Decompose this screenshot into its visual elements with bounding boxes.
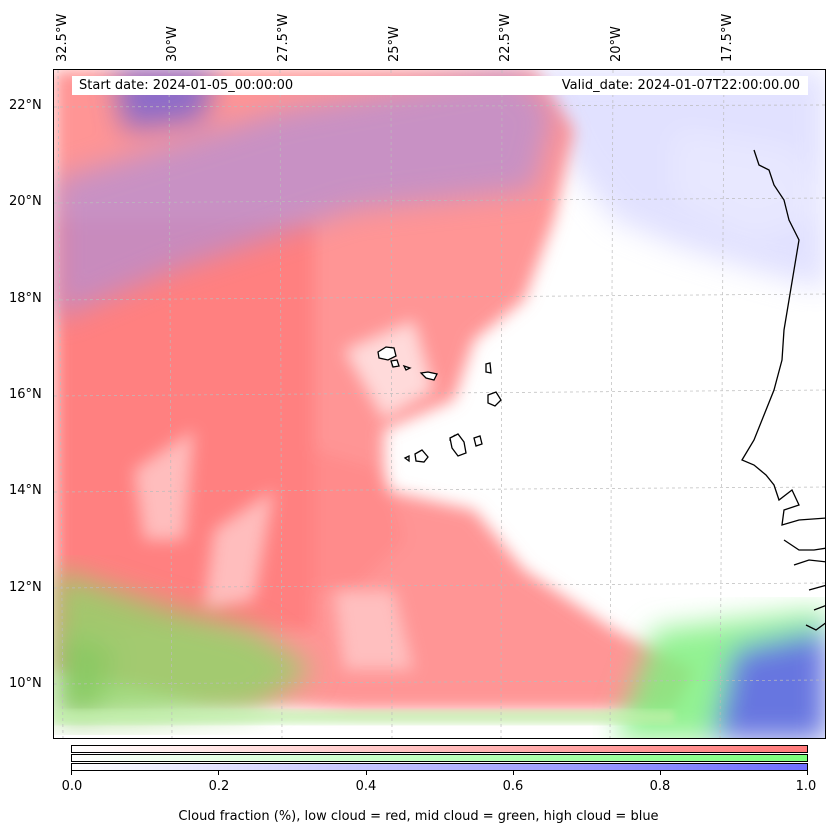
clear-sky-patches — [134, 320, 434, 670]
gridlines — [54, 70, 825, 738]
bottom-edge-strip — [54, 710, 674, 724]
header-box — [72, 76, 808, 95]
colorbar-tick-label: 0.4 — [355, 779, 377, 794]
southeast-cloud-field — [614, 610, 825, 738]
lat-label-12n: 12°N — [9, 580, 42, 595]
colorbar-tick — [71, 771, 72, 775]
mid-cloud-field — [54, 570, 314, 720]
lat-label-10n: 10°N — [9, 676, 42, 691]
colorbar-high-cloud — [71, 763, 808, 771]
colorbar-low-cloud — [71, 745, 808, 753]
lon-label-25w: 25°W — [387, 26, 402, 62]
coastline-africa — [741, 149, 825, 631]
colorbar-caption: Cloud fraction (%), low cloud = red, mid… — [178, 809, 659, 824]
lon-label-17-5w: 17.5°W — [720, 13, 735, 62]
cloud-fraction-map — [54, 70, 825, 738]
high-cloud-field — [524, 70, 825, 290]
lon-label-20w: 20°W — [609, 26, 624, 62]
colorbar-tick — [366, 771, 367, 775]
lon-label-30w: 30°W — [165, 26, 180, 62]
lat-label-16n: 16°N — [9, 387, 42, 402]
colorbar-tick — [218, 771, 219, 775]
lon-label-22-5w: 22.5°W — [498, 13, 513, 62]
lat-label-14n: 14°N — [9, 483, 42, 498]
lon-label-32-5w: 32.5°W — [55, 13, 70, 62]
map-panel — [53, 69, 826, 739]
colorbar-tick-label: 0.0 — [61, 779, 83, 794]
start-date-label: Start date: 2024-01-05_00:00:00 — [79, 78, 294, 93]
lat-label-22n: 22°N — [9, 98, 42, 113]
colorbar-mid-cloud — [71, 754, 808, 762]
colorbar-tick — [807, 771, 808, 775]
colorbar-tick — [660, 771, 661, 775]
cape-verde-islands — [377, 346, 502, 463]
lon-label-27-5w: 27.5°W — [276, 13, 291, 62]
colorbar-tick-label: 0.2 — [208, 779, 230, 794]
colorbar-tick-label: 0.8 — [649, 779, 671, 794]
colorbar-tick-label: 1.0 — [795, 779, 817, 794]
lat-label-20n: 20°N — [9, 194, 42, 209]
colorbar-tick-label: 0.6 — [502, 779, 524, 794]
valid-date-label: Valid_date: 2024-01-07T22:00:00.00 — [561, 78, 800, 93]
lat-label-18n: 18°N — [9, 291, 42, 306]
colorbar-tick — [513, 771, 514, 775]
